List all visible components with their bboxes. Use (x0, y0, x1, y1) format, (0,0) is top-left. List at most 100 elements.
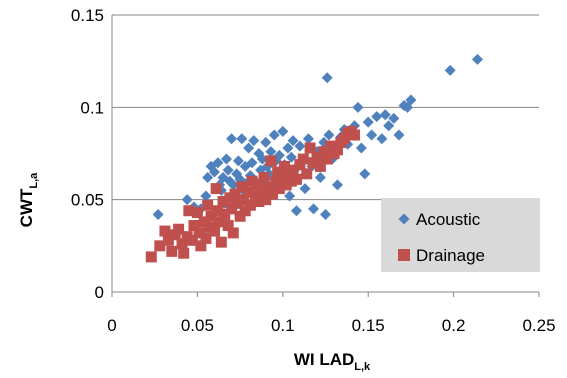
data-point-drainage (236, 181, 248, 193)
legend-item-acoustic: Acoustic (398, 210, 481, 229)
x-tick-label: 0.25 (522, 316, 555, 335)
x-tick-label: 0 (107, 316, 116, 335)
data-point-acoustic (152, 208, 164, 220)
data-point-drainage (166, 245, 178, 257)
data-point-acoustic (290, 205, 302, 217)
data-point-acoustic (371, 111, 383, 123)
data-point-drainage (198, 216, 210, 228)
data-point-acoustic (284, 190, 296, 202)
data-point-drainage (244, 199, 256, 211)
legend: Acoustic Drainage (381, 198, 540, 272)
data-point-drainage (173, 223, 185, 235)
data-point-drainage (251, 179, 263, 191)
data-point-acoustic (243, 142, 255, 154)
data-point-drainage (215, 236, 227, 248)
legend-marker-acoustic (398, 213, 410, 225)
data-point-drainage (279, 160, 291, 172)
data-point-acoustic (362, 116, 374, 128)
data-point-drainage (325, 140, 337, 152)
x-axis-title-main: WI LAD (294, 350, 354, 369)
data-point-acoustic (299, 183, 311, 195)
data-point-drainage (265, 155, 277, 167)
data-point-drainage (321, 153, 333, 165)
data-point-acoustic (232, 155, 244, 167)
data-point-acoustic (226, 133, 238, 145)
data-point-acoustic (220, 153, 232, 165)
data-point-drainage (270, 175, 282, 187)
data-points (145, 53, 484, 263)
data-point-acoustic (256, 153, 268, 165)
data-point-drainage (239, 205, 251, 217)
data-point-drainage (208, 225, 220, 237)
data-point-drainage (202, 199, 214, 211)
y-tick-label: 0 (95, 283, 104, 302)
data-point-acoustic (320, 208, 331, 220)
data-point-acoustic (236, 133, 248, 145)
x-tick-label: 0.15 (352, 316, 385, 335)
data-point-drainage (267, 188, 279, 200)
x-tick-label: 0.05 (181, 316, 214, 335)
data-point-drainage (243, 186, 255, 198)
data-point-acoustic (388, 112, 400, 124)
data-point-drainage (154, 240, 166, 252)
data-point-drainage (318, 146, 330, 158)
data-point-acoustic (222, 164, 234, 176)
data-point-acoustic (265, 146, 277, 158)
data-point-drainage (205, 210, 217, 222)
data-point-drainage (217, 196, 229, 208)
data-point-drainage (294, 159, 306, 171)
data-point-drainage (222, 220, 234, 232)
data-point-drainage (277, 172, 289, 184)
data-point-drainage (162, 234, 174, 246)
data-point-acoustic (287, 135, 299, 147)
data-point-drainage (234, 210, 246, 222)
data-point-acoustic (393, 129, 405, 141)
data-point-drainage (260, 194, 272, 206)
data-point-acoustic (352, 101, 364, 113)
data-point-acoustic (323, 129, 335, 141)
data-point-drainage (238, 194, 250, 206)
legend-marker-drainage (398, 249, 410, 261)
data-point-drainage (290, 173, 302, 185)
data-point-acoustic (366, 129, 378, 141)
data-point-acoustic (277, 125, 289, 137)
data-point-acoustic (273, 149, 285, 161)
data-point-acoustic (308, 203, 320, 215)
x-axis-title-subscript: L,k (354, 361, 371, 373)
data-point-acoustic (355, 142, 367, 154)
data-point-drainage (301, 168, 313, 180)
data-point-drainage (178, 247, 190, 259)
data-point-acoustic (248, 135, 260, 147)
legend-label-drainage: Drainage (416, 246, 485, 265)
data-point-acoustic (212, 157, 224, 169)
data-point-drainage (227, 227, 239, 239)
data-point-acoustic (285, 151, 297, 163)
data-point-acoustic (314, 172, 326, 184)
data-point-drainage (304, 142, 316, 154)
data-point-acoustic (208, 166, 220, 178)
data-point-acoustic (383, 120, 395, 132)
y-axis-title: CWTL,a (17, 172, 40, 227)
data-point-acoustic (227, 179, 239, 191)
data-point-drainage (273, 183, 285, 195)
data-point-acoustic (321, 72, 333, 84)
data-point-drainage (186, 234, 198, 246)
data-point-acoustic (294, 140, 306, 152)
data-point-drainage (258, 172, 270, 184)
data-point-acoustic (359, 168, 371, 180)
data-point-drainage (311, 151, 323, 163)
y-axis-title-subscript: L,a (28, 172, 40, 189)
data-point-drainage (229, 188, 241, 200)
y-axis-title-main: CWT (17, 188, 36, 227)
data-point-acoustic (282, 142, 294, 154)
data-point-acoustic (200, 190, 212, 202)
data-point-drainage (214, 216, 226, 228)
data-point-acoustic (405, 94, 417, 106)
y-tick-label: 0.1 (80, 98, 104, 117)
y-tick-label: 0.15 (71, 6, 104, 25)
data-point-drainage (191, 207, 203, 219)
data-point-drainage (253, 196, 265, 208)
data-point-drainage (297, 153, 309, 165)
y-tick-label: 0.05 (71, 191, 104, 210)
